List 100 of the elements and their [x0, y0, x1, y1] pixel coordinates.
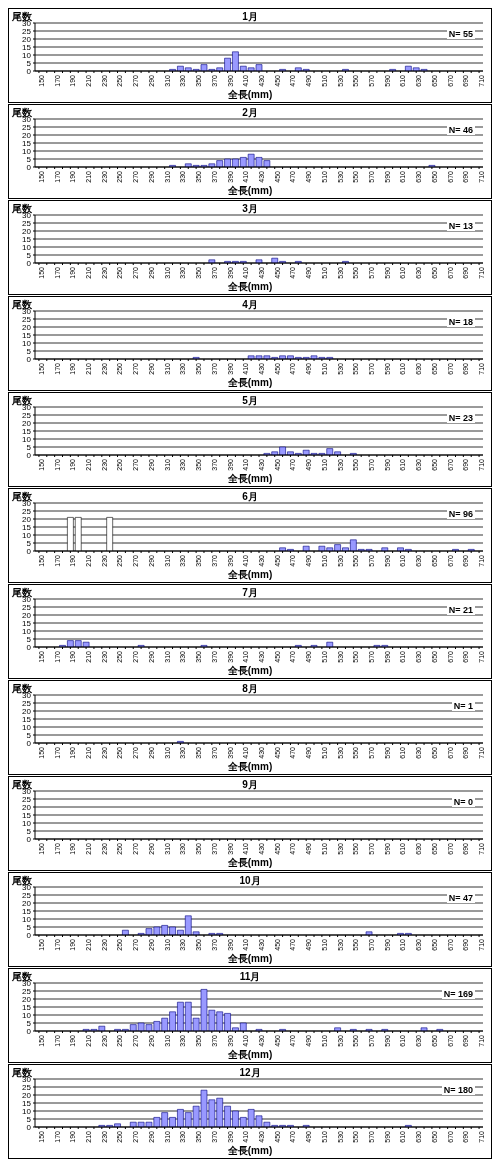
y-tick-label: 5	[26, 346, 32, 356]
y-tick-label: 10	[22, 818, 32, 828]
x-axis-title: 全長(mm)	[226, 1145, 274, 1157]
y-tick-label: 15	[22, 138, 32, 148]
x-axis-title: 全長(mm)	[226, 953, 274, 965]
y-tick-label: 25	[22, 794, 32, 804]
y-tick-label: 25	[22, 1082, 32, 1092]
y-tick-label: 0	[26, 738, 32, 748]
y-tick-label: 10	[22, 1106, 32, 1116]
y-tick-label: 20	[22, 610, 32, 620]
y-tick-label: 15	[22, 234, 32, 244]
y-tick-label: 20	[22, 514, 32, 524]
y-tick-label: 5	[26, 154, 32, 164]
y-tick-label: 0	[26, 1122, 32, 1132]
chart-title: 12月	[239, 1067, 261, 1078]
y-tick-label: 15	[22, 522, 32, 532]
y-tick-label: 25	[22, 26, 32, 36]
y-tick-label: 25	[22, 602, 32, 612]
y-tick-label: 0	[26, 930, 32, 940]
y-tick-label: 15	[22, 1098, 32, 1108]
y-tick-label: 10	[22, 722, 32, 732]
y-tick-label: 5	[26, 1018, 32, 1028]
y-tick-label: 10	[22, 626, 32, 636]
chart-title: 6月	[242, 491, 258, 502]
x-axis-title: 全長(mm)	[226, 185, 274, 197]
y-tick-label: 20	[22, 802, 32, 812]
y-tick-label: 20	[22, 1090, 32, 1100]
x-axis-title: 全長(mm)	[226, 1049, 274, 1061]
y-tick-label: 0	[26, 1026, 32, 1036]
y-tick-label: 15	[22, 618, 32, 628]
y-tick-label: 15	[22, 906, 32, 916]
y-tick-label: 5	[26, 922, 32, 932]
y-tick-label: 0	[26, 450, 32, 460]
annotation: N= 1	[451, 701, 475, 711]
y-tick-label: 5	[26, 58, 32, 68]
x-axis-title: 全長(mm)	[226, 281, 274, 293]
y-tick-label: 0	[26, 546, 32, 556]
y-tick-label: 25	[22, 314, 32, 324]
x-axis-title: 全長(mm)	[226, 857, 274, 869]
y-tick-label: 0	[26, 162, 32, 172]
y-tick-label: 15	[22, 714, 32, 724]
y-tick-label: 0	[26, 354, 32, 364]
chart-title: 1月	[242, 11, 258, 22]
annotation: N= 96	[446, 509, 475, 519]
y-tick-label: 5	[26, 538, 32, 548]
chart-title: 4月	[242, 299, 258, 310]
y-tick-label: 20	[22, 706, 32, 716]
y-tick-label: 5	[26, 730, 32, 740]
y-tick-label: 10	[22, 1010, 32, 1020]
y-tick-label: 25	[22, 122, 32, 132]
annotation: N= 21	[446, 605, 475, 615]
y-tick-label: 10	[22, 914, 32, 924]
y-tick-label: 15	[22, 426, 32, 436]
y-tick-label: 20	[22, 34, 32, 44]
y-tick-label: 0	[26, 642, 32, 652]
annotation: N= 180	[441, 1085, 475, 1095]
y-tick-label: 10	[22, 530, 32, 540]
chart-title: 11月	[239, 971, 261, 982]
y-tick-label: 0	[26, 66, 32, 76]
y-tick-label: 25	[22, 986, 32, 996]
y-tick-label: 25	[22, 410, 32, 420]
y-tick-label: 25	[22, 890, 32, 900]
x-axis-title: 全長(mm)	[226, 761, 274, 773]
y-tick-label: 0	[26, 258, 32, 268]
annotation: N= 47	[446, 893, 475, 903]
y-tick-label: 20	[22, 898, 32, 908]
y-tick-label: 25	[22, 698, 32, 708]
y-tick-label: 15	[22, 330, 32, 340]
y-tick-label: 20	[22, 130, 32, 140]
x-axis-title: 全長(mm)	[226, 377, 274, 389]
chart-title: 7月	[242, 587, 258, 598]
y-tick-label: 10	[22, 50, 32, 60]
y-tick-label: 10	[22, 338, 32, 348]
chart-title: 5月	[242, 395, 258, 406]
annotation: N= 169	[441, 989, 475, 999]
y-tick-label: 15	[22, 42, 32, 52]
y-tick-label: 20	[22, 994, 32, 1004]
annotation: N= 0	[451, 797, 475, 807]
y-tick-label: 20	[22, 418, 32, 428]
y-tick-label: 5	[26, 826, 32, 836]
annotation: N= 18	[446, 317, 475, 327]
y-tick-label: 15	[22, 810, 32, 820]
chart-title: 3月	[242, 203, 258, 214]
y-tick-label: 25	[22, 218, 32, 228]
chart-title: 9月	[242, 779, 258, 790]
y-tick-label: 10	[22, 242, 32, 252]
y-tick-label: 20	[22, 322, 32, 332]
y-tick-label: 25	[22, 506, 32, 516]
annotation: N= 46	[446, 125, 475, 135]
y-tick-label: 5	[26, 1114, 32, 1124]
y-tick-label: 20	[22, 226, 32, 236]
x-axis-title: 全長(mm)	[226, 665, 274, 677]
x-axis-title: 全長(mm)	[226, 473, 274, 485]
y-tick-label: 0	[26, 834, 32, 844]
chart-title: 2月	[242, 107, 258, 118]
annotation: N= 23	[446, 413, 475, 423]
chart-title: 10月	[239, 875, 261, 886]
y-tick-label: 10	[22, 434, 32, 444]
y-tick-label: 5	[26, 442, 32, 452]
chart-title: 8月	[242, 683, 258, 694]
